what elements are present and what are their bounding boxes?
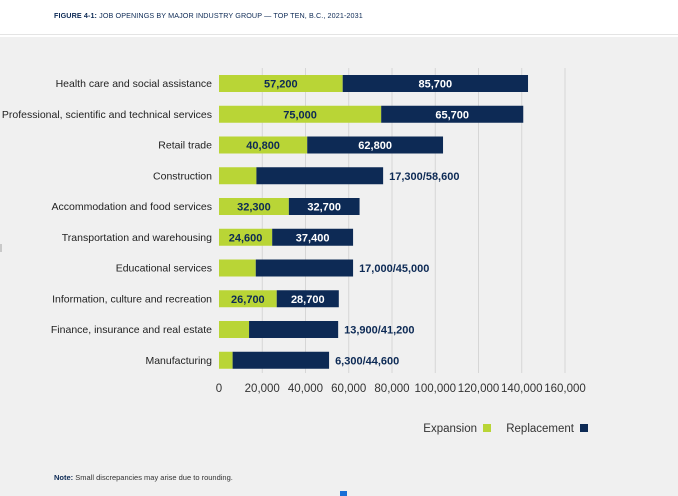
bar-expansion <box>219 75 343 92</box>
bar-data-label-replacement: 62,800 <box>358 140 392 152</box>
bar-replacement <box>288 198 360 215</box>
figure-label: FIGURE 4-1: <box>54 11 98 20</box>
bar-data-label-replacement: 28,700 <box>291 294 325 306</box>
legend-label-replacement: Replacement <box>506 423 575 435</box>
bar-expansion <box>219 351 233 369</box>
edge-marker <box>0 244 2 252</box>
category-label: Finance, insurance and real estate <box>51 324 212 336</box>
x-tick-label: 0 <box>216 383 222 395</box>
bar-data-label-expansion: 57,200 <box>264 79 298 91</box>
bar-data-label-expansion: 24,600 <box>229 232 263 244</box>
chart-note: Note: Small discrepancies may arise due … <box>54 473 233 482</box>
category-label: Information, culture and recreation <box>52 293 212 305</box>
bar-data-label: 17,300/58,600 <box>389 171 459 183</box>
figure-title: FIGURE 4-1: JOB OPENINGS BY MAJOR INDUST… <box>54 11 363 20</box>
bar-replacement <box>307 136 444 154</box>
bar-data-label-expansion: 40,800 <box>246 140 280 152</box>
bar-data-label-expansion: 32,300 <box>237 202 271 214</box>
bar-replacement <box>272 228 354 246</box>
bar-data-label: 13,900/41,200 <box>344 325 414 337</box>
bar-expansion <box>219 259 256 277</box>
category-label: Professional, scientific and technical s… <box>2 109 212 121</box>
category-label: Health care and social assistance <box>56 78 213 90</box>
bar-replacement <box>232 351 330 369</box>
bar-expansion <box>219 105 382 123</box>
category-label: Transportation and warehousing <box>62 232 212 244</box>
bar-replacement <box>249 321 339 338</box>
bar-data-label: 17,000/45,000 <box>359 263 429 275</box>
bar-data-label-expansion: 26,700 <box>231 294 265 306</box>
bar-data-label-replacement: 37,400 <box>296 232 330 244</box>
category-label: Accommodation and food services <box>52 201 213 213</box>
bar-expansion <box>219 167 257 185</box>
x-tick-label: 80,000 <box>374 383 409 395</box>
x-tick-label: 60,000 <box>331 383 366 395</box>
x-tick-label: 120,000 <box>458 383 500 395</box>
bar-data-label: 6,300/44,600 <box>335 355 399 367</box>
bar-replacement <box>381 105 524 123</box>
bar-expansion <box>219 136 308 154</box>
legend-label-expansion: Expansion <box>423 423 477 435</box>
bar-expansion <box>219 228 273 246</box>
legend-swatch-replacement <box>580 424 588 432</box>
x-tick-label: 140,000 <box>501 383 543 395</box>
bar-data-label-replacement: 85,700 <box>419 79 453 91</box>
x-tick-label: 100,000 <box>414 383 456 395</box>
bar-replacement <box>276 290 339 308</box>
bar-expansion <box>219 290 277 308</box>
bar-expansion <box>219 198 289 215</box>
bar-replacement <box>255 259 354 277</box>
bar-replacement <box>342 75 529 92</box>
x-tick-label: 160,000 <box>544 383 586 395</box>
bar-data-label-expansion: 75,000 <box>283 109 317 121</box>
bar-expansion <box>219 321 250 338</box>
category-label: Retail trade <box>158 140 212 152</box>
category-label: Manufacturing <box>145 355 212 367</box>
category-label: Educational services <box>116 263 212 275</box>
bar-data-label-replacement: 65,700 <box>435 109 469 121</box>
page-marker <box>340 491 347 496</box>
note-label: Note: <box>54 473 74 482</box>
bar-data-label-replacement: 32,700 <box>307 202 341 214</box>
bar-replacement <box>256 167 384 185</box>
note-text: Small discrepancies may arise due to rou… <box>75 473 233 482</box>
category-label: Construction <box>153 170 212 182</box>
x-tick-label: 40,000 <box>288 383 323 395</box>
figure-header: FIGURE 4-1: JOB OPENINGS BY MAJOR INDUST… <box>0 0 678 35</box>
legend-swatch-expansion <box>483 424 491 432</box>
figure-title-text: JOB OPENINGS BY MAJOR INDUSTRY GROUP — T… <box>99 11 363 20</box>
x-tick-label: 20,000 <box>245 383 280 395</box>
